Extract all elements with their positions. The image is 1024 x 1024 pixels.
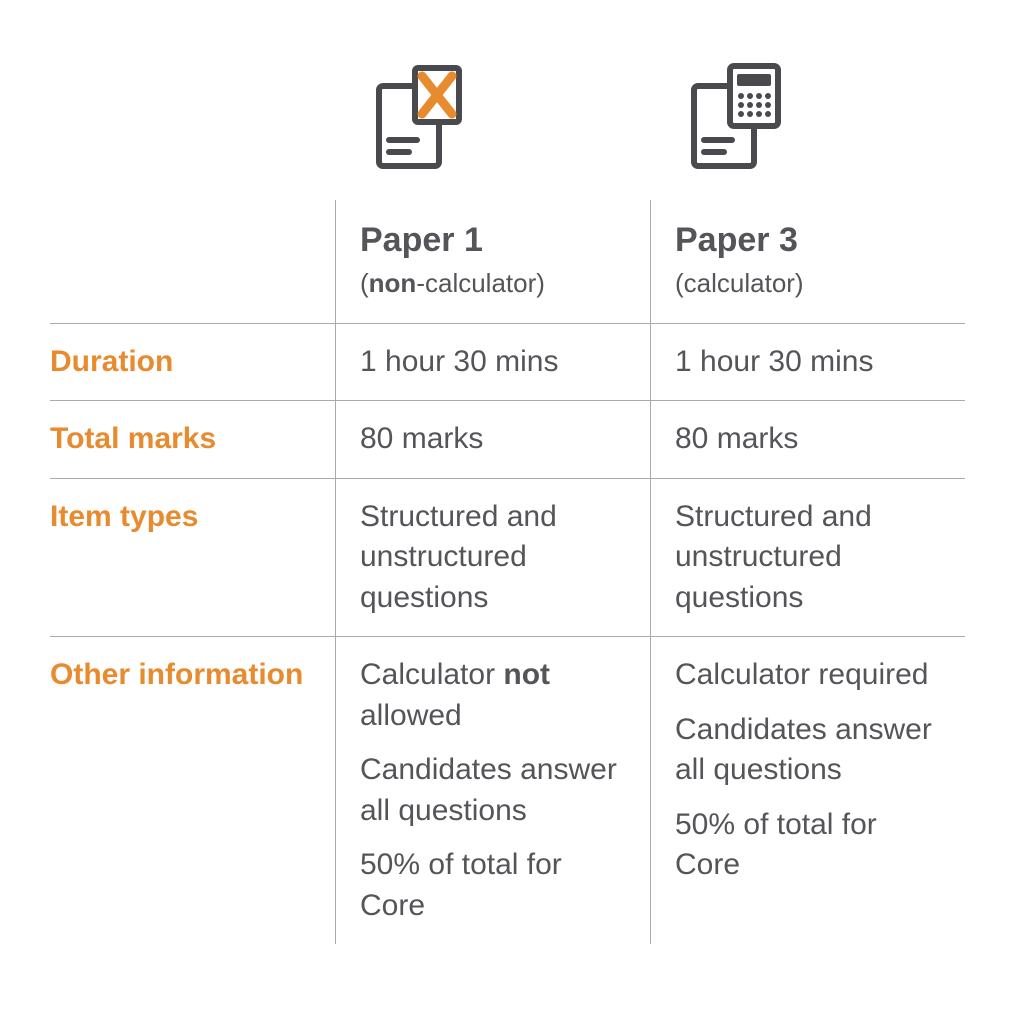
paper1-header: Paper 1 (non-calculator) [335,200,650,323]
paper1-icon-cell [335,40,650,200]
header-row-spacer [50,200,335,323]
item-types-label: Item types [50,478,335,637]
duration-label: Duration [50,323,335,401]
other-info-label: Other information [50,636,335,944]
total-marks-label: Total marks [50,400,335,478]
papers-calc-icon [674,58,794,178]
paper1-marks: 80 marks [335,400,650,478]
paper3-calc-rule: Calculator required [675,655,941,696]
paper1-subtitle: (non-calculator) [360,266,626,301]
comparison-table: Paper 1 (non-calculator) Paper 3 (calcul… [50,40,974,944]
paper1-calc-rule: Calculator not allowed [360,655,626,736]
paper1-title: Paper 1 [360,218,626,264]
paper3-item-types: Structured and unstructured questions [650,478,965,637]
paper1-weight: 50% of total for Core [360,845,626,926]
paper3-weight: 50% of total for Core [675,805,941,886]
paper3-header: Paper 3 (calculator) [650,200,965,323]
paper1-other-info: Calculator not allowed Candidates answer… [335,636,650,944]
paper3-duration: 1 hour 30 mins [650,323,965,401]
paper1-item-types: Structured and unstructured questions [335,478,650,637]
paper3-marks: 80 marks [650,400,965,478]
paper1-duration: 1 hour 30 mins [335,323,650,401]
papers-no-calc-icon [359,58,479,178]
paper3-icon-cell [650,40,965,200]
paper3-answer-rule: Candidates answer all questions [675,710,941,791]
paper3-other-info: Calculator required Candidates answer al… [650,636,965,944]
paper1-answer-rule: Candidates answer all questions [360,750,626,831]
paper3-subtitle: (calculator) [675,266,941,301]
icon-row-spacer [50,40,335,200]
paper3-title: Paper 3 [675,218,941,264]
